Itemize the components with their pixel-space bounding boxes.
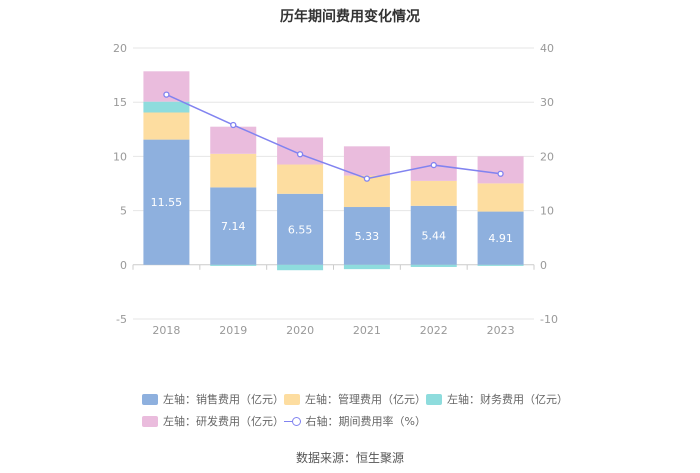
y-left-tick-label: 10 — [113, 150, 127, 163]
bar-data-label: 11.55 — [151, 196, 183, 209]
legend-label-finance: 左轴：财务费用（亿元） — [447, 393, 568, 406]
bar-segment-0 — [277, 193, 324, 265]
y-right-tick-label: 0 — [540, 259, 547, 272]
legend-label-admin: 左轴：管理费用（亿元） — [305, 393, 426, 406]
x-tick-label: 2020 — [286, 324, 314, 337]
y-left-tick-label: 15 — [113, 96, 127, 109]
bar-segment-1 — [277, 164, 324, 194]
bar-segment-1 — [210, 153, 257, 188]
y-left-tick-label: -5 — [116, 313, 127, 326]
y-left-tick-label: 5 — [120, 205, 127, 218]
expense-ratio-point — [497, 170, 504, 177]
y-left-tick-label: 0 — [120, 259, 127, 272]
chart-legend: 左轴：销售费用（亿元） 左轴：管理费用（亿元） 左轴：财务费用（亿元） 左轴：研… — [142, 388, 582, 432]
bar-data-label: 5.33 — [355, 230, 380, 243]
bar-segment-2 — [277, 264, 324, 271]
bar-segment-3 — [477, 156, 524, 184]
bar-data-label: 7.14 — [221, 220, 246, 233]
y-right-tick-label: 40 — [540, 42, 554, 55]
y-right-tick-label: 20 — [540, 150, 554, 163]
bar-data-label: 5.44 — [422, 229, 447, 242]
expense-ratio-point — [163, 91, 170, 98]
y-right-tick-label: -10 — [540, 313, 558, 326]
x-tick-label: 2019 — [219, 324, 247, 337]
x-tick-label: 2018 — [152, 324, 180, 337]
expense-ratio-point — [296, 151, 304, 158]
legend-swatch-finance — [426, 393, 442, 405]
bar-data-label: 6.55 — [288, 223, 313, 236]
legend-item-rnd[interactable]: 左轴：研发费用（亿元） — [142, 413, 284, 429]
bar-segment-0 — [343, 207, 390, 265]
legend-label-rnd: 左轴：研发费用（亿元） — [163, 415, 284, 428]
bar-segment-0 — [477, 211, 524, 265]
bar-segment-0 — [143, 139, 190, 265]
chart-title: 历年期间费用变化情况 — [280, 9, 420, 25]
bar-segment-1 — [143, 112, 190, 140]
x-tick-label: 2022 — [420, 324, 448, 337]
bar-segment-2 — [477, 264, 524, 266]
bar-segment-2 — [210, 264, 257, 266]
bar-segment-2 — [410, 264, 457, 267]
bar-segment-3 — [343, 146, 390, 176]
expense-ratio-point — [230, 121, 237, 129]
x-tick-label: 2023 — [487, 324, 515, 337]
legend-swatch-rnd — [142, 415, 158, 427]
bar-segment-0 — [210, 187, 257, 265]
bar-segment-0 — [410, 205, 457, 265]
legend-label-sales: 左轴：销售费用（亿元） — [163, 393, 284, 406]
expense-ratio-line — [166, 93, 501, 180]
bar-segment-1 — [477, 183, 524, 212]
bar-segment-2 — [143, 101, 190, 113]
data-source: 数据来源：恒生聚源 — [295, 451, 404, 465]
legend-swatch-sales — [142, 393, 158, 405]
legend-item-expense-ratio[interactable]: 右轴：期间费用率（%） — [284, 413, 426, 429]
legend-item-admin[interactable]: 左轴：管理费用（亿元） — [284, 391, 426, 407]
expense-ratio-point — [363, 175, 371, 182]
legend-swatch-admin — [284, 393, 300, 405]
bar-segment-2 — [343, 264, 390, 270]
bar-data-label: 4.91 — [488, 232, 513, 245]
legend-swatch-expense-ratio — [284, 416, 301, 427]
legend-item-sales[interactable]: 左轴：销售费用（亿元） — [142, 391, 284, 407]
y-left-tick-label: 20 — [113, 42, 127, 55]
legend-item-finance[interactable]: 左轴：财务费用（亿元） — [426, 391, 568, 407]
legend-label-expense-ratio: 右轴：期间费用率（%） — [305, 415, 426, 428]
expense-ratio-point — [430, 161, 437, 169]
y-right-tick-label: 30 — [540, 96, 554, 109]
bar-segment-3 — [210, 126, 257, 154]
x-tick-label: 2021 — [353, 324, 381, 337]
bar-segment-1 — [410, 180, 457, 206]
y-right-tick-label: 10 — [540, 205, 554, 218]
